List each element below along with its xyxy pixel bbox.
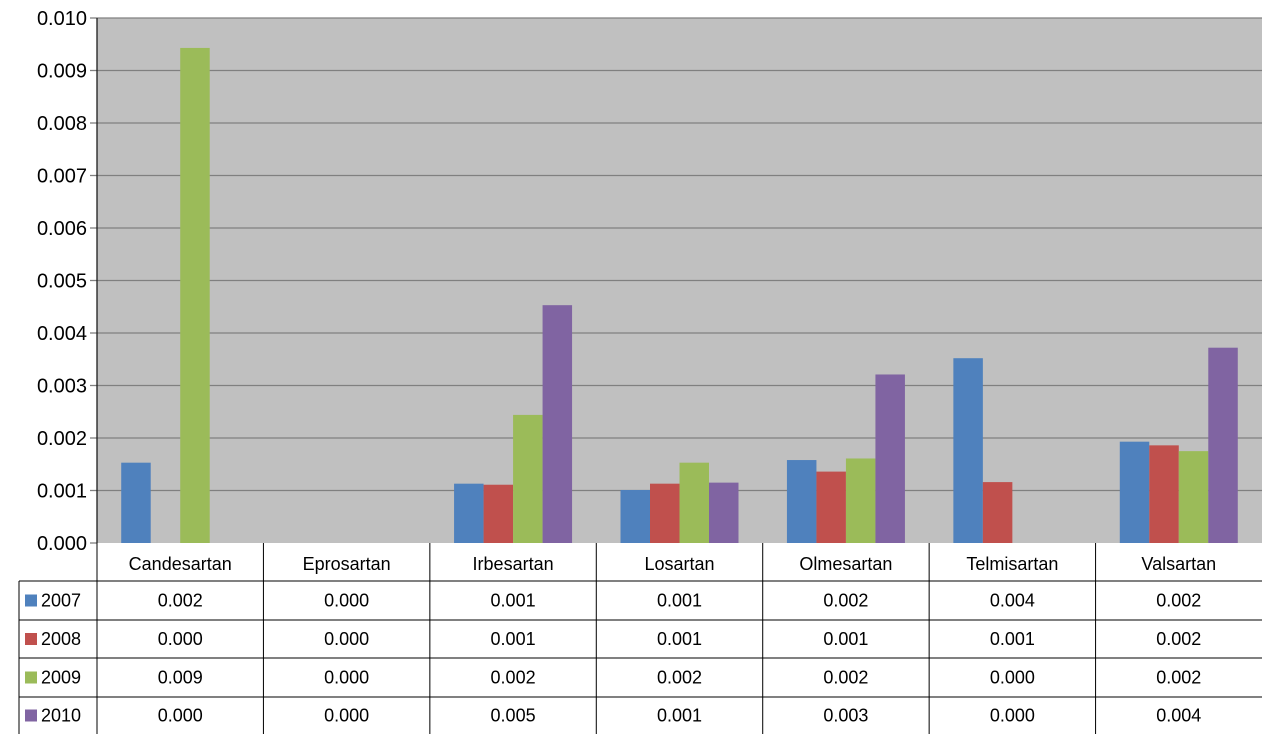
category-label-candesartan: Candesartan: [129, 554, 232, 574]
table-cell: 0.002: [491, 668, 536, 688]
table-cell: 0.001: [491, 629, 536, 649]
bar-2008-valsartan: [1149, 445, 1179, 543]
table-cell: 0.002: [657, 668, 702, 688]
y-tick-label: 0.010: [37, 8, 87, 30]
table-cell: 0.004: [1156, 706, 1201, 726]
category-label-olmesartan: Olmesartan: [799, 554, 892, 574]
bar-2007-candesartan: [121, 462, 151, 543]
table-cell: 0.001: [823, 629, 868, 649]
legend-key-2007: [25, 594, 37, 607]
bar-2009-irbesartan: [513, 414, 543, 543]
category-label-eprosartan: Eprosartan: [303, 554, 391, 574]
table-cell: 0.002: [1156, 629, 1201, 649]
table-cell: 0.002: [823, 668, 868, 688]
table-cell: 0.005: [491, 706, 536, 726]
y-tick-label: 0.003: [37, 376, 87, 398]
bar-2007-irbesartan: [454, 483, 484, 543]
bar-2008-losartan: [650, 483, 680, 543]
bar-2010-irbesartan: [542, 305, 573, 543]
y-tick-label: 0.000: [37, 533, 87, 555]
legend-label-2010: 2010: [41, 706, 81, 726]
table-cell: 0.001: [491, 591, 536, 611]
legend-key-2010: [25, 709, 37, 722]
bar-2009-candesartan: [180, 47, 210, 544]
bar-2007-olmesartan: [786, 460, 817, 543]
y-tick-label: 0.009: [37, 61, 87, 83]
gridlines: [97, 17, 1262, 492]
table-cell: 0.000: [324, 591, 369, 611]
bar-2010-losartan: [709, 482, 739, 543]
category-label-losartan: Losartan: [644, 554, 714, 574]
bar-2008-telmisartan: [982, 482, 1013, 543]
table-cell: 0.002: [823, 591, 868, 611]
table-cell: 0.000: [324, 668, 369, 688]
bar-2009-losartan: [679, 462, 709, 543]
bar-2009-olmesartan: [845, 458, 876, 543]
table-cell: 0.001: [657, 591, 702, 611]
table-cell: 0.001: [657, 629, 702, 649]
table-cell: 0.002: [158, 591, 203, 611]
table-cell: 0.002: [1156, 591, 1201, 611]
legend-label-2008: 2008: [41, 629, 81, 649]
y-tick-label: 0.007: [37, 166, 87, 188]
data-table: Candesartan Eprosartan Irbesartan Losartan O…: [18, 18, 1262, 734]
legend-label-2009: 2009: [41, 668, 81, 688]
legend-key-2009: [25, 671, 37, 684]
table-cell: 0.004: [990, 591, 1035, 611]
bar-2010-olmesartan: [875, 374, 905, 543]
y-tick-label: 0.005: [37, 271, 87, 293]
legend-label-2007: 2007: [41, 591, 81, 611]
table-cell: 0.001: [990, 629, 1035, 649]
table-cell: 0.001: [657, 706, 702, 726]
y-axis: 0.000 0.001 0.002 0.003 0.004 0.005 0.006 0.007…: [37, 8, 98, 555]
category-label-irbesartan: Irbesartan: [473, 554, 554, 574]
table-cell: 0.002: [1156, 668, 1201, 688]
bar-2008-olmesartan: [816, 471, 846, 543]
y-tick-label: 0.001: [37, 481, 87, 503]
table-cell: 0.000: [324, 706, 369, 726]
legend-key-2008: [25, 633, 37, 645]
table-cell: 0.000: [158, 706, 203, 726]
bar-2009-valsartan: [1178, 451, 1209, 543]
table-cell: 0.000: [324, 629, 369, 649]
table-cell: 0.000: [158, 629, 203, 649]
table-cell: 0.000: [990, 668, 1035, 688]
bar-2007-valsartan: [1119, 441, 1150, 543]
bar-2007-losartan: [620, 489, 650, 543]
bars: [121, 47, 1238, 544]
y-tick-label: 0.004: [37, 323, 87, 345]
bar-2007-telmisartan: [953, 358, 983, 543]
table-cell: 0.000: [990, 706, 1035, 726]
bar-2010-valsartan: [1208, 347, 1238, 543]
y-tick-label: 0.006: [37, 218, 87, 240]
y-tick-label: 0.008: [37, 113, 87, 135]
category-label-valsartan: Valsartan: [1141, 554, 1216, 574]
y-tick-label: 0.002: [37, 428, 87, 450]
table-cell: 0.009: [158, 668, 203, 688]
table-cell: 0.003: [823, 706, 868, 726]
category-label-telmisartan: Telmisartan: [966, 554, 1058, 574]
bar-2008-irbesartan: [483, 484, 514, 543]
